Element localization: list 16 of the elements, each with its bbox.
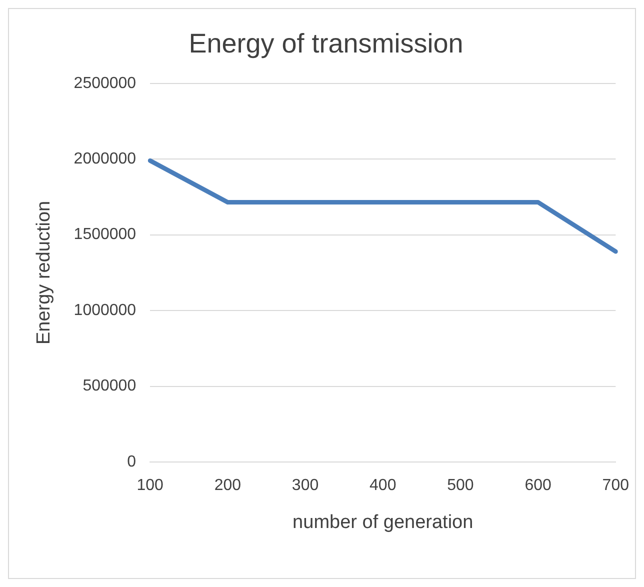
y-axis-title: Energy reduction <box>34 200 55 345</box>
y-tick-label: 1000000 <box>74 302 136 319</box>
chart-title: Energy of transmission <box>188 28 464 59</box>
x-axis-title: number of generation <box>292 512 474 533</box>
x-tick-label: 300 <box>292 477 319 494</box>
y-tick-label: 500000 <box>82 378 136 395</box>
y-tick-label: 2500000 <box>74 74 136 92</box>
x-tick-label: 600 <box>524 477 552 494</box>
y-tick-label: 0 <box>127 453 136 470</box>
x-tick-label: 200 <box>214 477 242 494</box>
y-tick-label: 1500000 <box>74 226 136 244</box>
x-tick-label: 100 <box>136 477 164 494</box>
x-tick-label: 500 <box>447 477 474 494</box>
x-tick-label: 700 <box>602 477 630 494</box>
x-tick-label: 400 <box>370 477 396 494</box>
y-tick-label: 2000000 <box>74 150 136 168</box>
